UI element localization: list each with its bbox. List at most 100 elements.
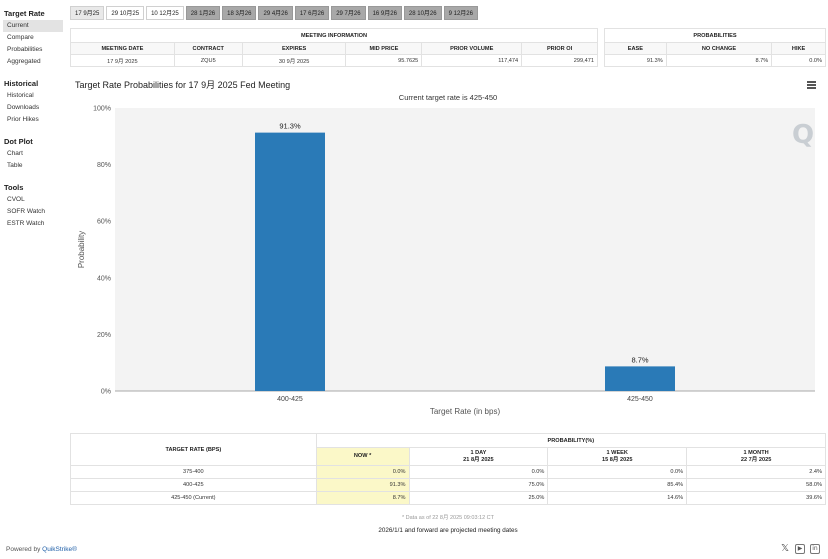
probability-cell: 39.6% (686, 491, 826, 505)
sidebar-section-title: Target Rate (4, 9, 45, 18)
data-label: 8.7% (631, 355, 648, 364)
quikstrike-watermark-icon: Q (792, 120, 815, 150)
period-date: 22 7月 2025 (740, 456, 772, 463)
period-column-header: 1 MONTH 22 7月 2025 (686, 447, 826, 466)
x-tick-label: 400-425 (277, 396, 303, 403)
meeting-info-column-header: MID PRICE (345, 42, 423, 55)
sidebar-item-current[interactable]: Current (3, 20, 63, 32)
x-axis-title: Target Rate (in bps) (430, 407, 501, 416)
meeting-info-value: ZQU5 (173, 54, 243, 67)
meeting-tab[interactable]: 29 4月26 (258, 6, 293, 20)
y-axis-title: Probability (77, 231, 86, 268)
period-date: 21 8月 2025 (463, 456, 494, 463)
x-tick-label: 425-450 (627, 396, 653, 403)
period-label: 1 DAY (470, 449, 487, 456)
meeting-info-column-header: PRIOR VOLUME (421, 42, 523, 55)
probabilities-header: PROBABILITIES (604, 28, 826, 43)
sidebar-section: Dot Plot Chart Table (0, 136, 66, 172)
meeting-info-value: 17 9月 2025 (70, 54, 175, 67)
projection-note: 2026/1/1 and forward are projected meeti… (378, 527, 518, 534)
y-tick-label: 80% (97, 162, 111, 169)
meeting-tab[interactable]: 10 12月25 (146, 6, 184, 20)
data-timestamp-note: * Data as of 22 8月 2025 09:03:12 CT (401, 515, 495, 521)
sidebar-item-prior-hikes[interactable]: Prior Hikes (7, 116, 39, 123)
period-column-header: 1 WEEK 15 8月 2025 (547, 447, 688, 466)
meeting-tab[interactable]: 16 9月26 (367, 6, 402, 20)
y-tick-label: 40% (97, 275, 111, 282)
x-icon[interactable]: 𝕏 (780, 543, 790, 554)
target-rate-cell: 375-400 (70, 465, 317, 479)
sidebar-section: Tools CVOL SOFR Watch ESTR Watch (0, 182, 66, 230)
probability-column-header: NO CHANGE (665, 42, 773, 55)
table-row: 425-450 (Current) 8.7% 25.0% 14.6% 39.6% (70, 491, 826, 505)
sidebar-item-estr-watch[interactable]: ESTR Watch (7, 220, 45, 227)
chart-subtitle: Current target rate is 425-450 (398, 93, 498, 102)
probability-cell: 14.6% (547, 491, 688, 505)
meeting-information-table: MEETING INFORMATION MEETING DATE CONTRACT… (70, 28, 598, 67)
target-rate-cell: 425-450 (Current) (70, 491, 317, 505)
sidebar-section: Target Rate Current Compare Probabilities Ag… (0, 8, 66, 68)
chart-menu-icon[interactable] (807, 81, 816, 89)
target-rate-cell: 400-425 (70, 478, 317, 492)
probability-chart: 0% 20% 40% 60% 80% 100% 91.3% 400-425 8.7% 425-45… (70, 76, 826, 424)
probability-column-header: EASE (604, 42, 667, 55)
youtube-icon[interactable]: ▶ (795, 544, 805, 554)
period-label: 1 MONTH (743, 449, 769, 456)
probability-value: 8.7% (665, 54, 773, 67)
meeting-tab[interactable]: 17 9月25 (70, 6, 105, 20)
sidebar-item-historical[interactable]: Historical (7, 92, 34, 99)
y-tick-label: 60% (97, 219, 111, 226)
table-row: 400-425 91.3% 75.0% 85.4% 58.0% (70, 478, 826, 492)
period-column-header: NOW * (315, 447, 410, 466)
sidebar-item-probabilities[interactable]: Probabilities (7, 46, 43, 53)
probability-header: PROBABILITY(%) (315, 433, 827, 448)
period-label: NOW * (353, 453, 372, 459)
meeting-tab[interactable]: 28 10月26 (403, 6, 442, 20)
linkedin-icon[interactable]: in (810, 544, 820, 554)
probabilities-table: PROBABILITIES EASE NO CHANGE HIKE 91.3% 8.7… (604, 28, 826, 67)
y-tick-label: 0% (101, 389, 111, 396)
probability-cell: 0.0% (315, 465, 410, 479)
sidebar-item-aggregated[interactable]: Aggregated (7, 58, 41, 65)
meeting-info-header: MEETING INFORMATION (70, 28, 598, 43)
period-date: 15 8月 2025 (601, 456, 633, 463)
probability-cell: 0.0% (547, 465, 688, 479)
bar-400-425[interactable] (255, 132, 325, 391)
powered-by-prefix: Powered by (6, 546, 43, 553)
probability-cell: 85.4% (547, 478, 688, 492)
sidebar-item-table[interactable]: Table (7, 162, 23, 169)
y-tick-label: 20% (97, 332, 111, 339)
sidebar-item-downloads[interactable]: Downloads (7, 104, 40, 111)
sidebar: Target Rate Current Compare Probabilities Ag… (0, 0, 66, 540)
sidebar-item-sofr-watch[interactable]: SOFR Watch (7, 208, 46, 215)
sidebar-section-title: Dot Plot (4, 137, 33, 146)
chart-title: Target Rate Probabilities for 17 9月 2025… (75, 80, 291, 90)
target-rate-header: TARGET RATE (BPS) (70, 433, 317, 466)
sidebar-section-title: Tools (4, 183, 24, 192)
sidebar-item-chart[interactable]: Chart (7, 150, 23, 157)
probability-cell: 75.0% (408, 478, 549, 492)
meeting-tab[interactable]: 29 7月26 (331, 6, 366, 20)
y-tick-label: 100% (93, 106, 111, 113)
meeting-tab[interactable]: 18 3月26 (222, 6, 257, 20)
meeting-tab[interactable]: 29 10月25 (106, 6, 145, 20)
probability-cell: 91.3% (315, 478, 410, 492)
sidebar-item-compare[interactable]: Compare (7, 34, 34, 41)
period-column-header: 1 DAY 21 8月 2025 (408, 447, 549, 466)
sidebar-item-cvol[interactable]: CVOL (7, 196, 25, 203)
meeting-tabs: 17 9月25 29 10月25 10 12月25 28 1月26 18 3月26 29 … (70, 6, 478, 20)
bar-425-450[interactable] (605, 366, 675, 391)
probability-cell: 2.4% (686, 465, 826, 479)
meeting-tab[interactable]: 28 1月26 (185, 6, 221, 20)
meeting-tab[interactable]: 17 6月26 (294, 6, 330, 20)
quikstrike-link[interactable]: QuikStrike® (42, 546, 77, 553)
meeting-info-value: 117,474 (421, 54, 523, 67)
data-label: 91.3% (279, 122, 301, 131)
plot-area (115, 108, 815, 391)
meeting-tab[interactable]: 9 12月26 (443, 6, 478, 20)
period-label: 1 WEEK (606, 449, 628, 456)
meeting-info-value: 30 9月 2025 (241, 54, 347, 67)
meeting-info-value: 299,471 (521, 54, 598, 67)
meeting-info-column-header: CONTRACT (173, 42, 243, 55)
probability-value: 0.0% (771, 54, 826, 67)
